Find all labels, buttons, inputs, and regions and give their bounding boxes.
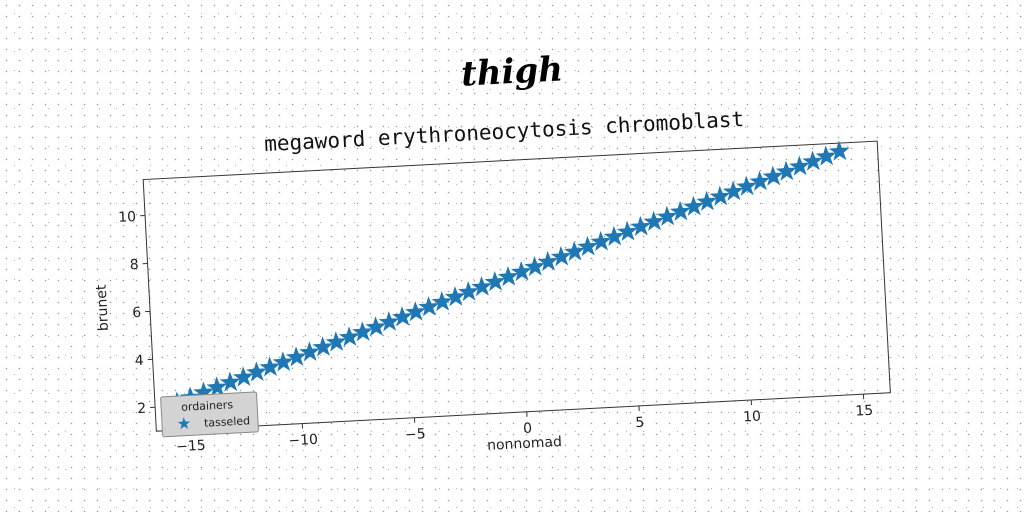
scatter-point	[577, 235, 599, 257]
scatter-point	[391, 306, 413, 327]
scatter-point	[524, 255, 546, 277]
scatter-point	[563, 240, 585, 262]
y-tick-label: 8	[129, 257, 139, 273]
data-series	[166, 140, 850, 412]
scatter-point	[232, 366, 254, 387]
scatter-point	[431, 291, 453, 312]
y-tick-label: 2	[137, 401, 147, 417]
scatter-point	[471, 276, 493, 297]
chart-title: megaword erythroneocytosis chromoblast	[264, 107, 745, 156]
chart-area: megaword erythroneocytosis chromoblast −…	[94, 107, 891, 456]
scatter-point	[749, 170, 771, 191]
scatter-point	[365, 316, 387, 337]
plot-frame	[142, 140, 891, 432]
scatter-point	[815, 145, 837, 166]
scatter-point	[643, 210, 665, 231]
x-tick-label: −15	[176, 438, 206, 456]
scatter-point	[352, 321, 374, 342]
scatter-point	[405, 301, 426, 322]
scatter-point	[616, 220, 638, 242]
legend-star-icon	[177, 417, 191, 430]
scatter-point	[338, 326, 360, 347]
scatter-point	[603, 225, 625, 247]
scatter-point	[458, 281, 479, 302]
scatter-point	[789, 155, 810, 176]
scatter-point	[497, 265, 519, 287]
scatter-point	[630, 215, 652, 237]
scatter-point	[511, 260, 532, 282]
y-axis: 2 4 6 8 10	[118, 209, 156, 417]
scatter-point	[656, 205, 678, 226]
scatter-point	[299, 341, 321, 362]
scatter-point	[802, 150, 824, 171]
scatter-point	[378, 311, 400, 332]
scatter-point	[669, 200, 691, 221]
scatter-point	[219, 371, 241, 392]
scatter-point	[484, 271, 506, 292]
scatter-point	[696, 190, 718, 211]
x-tick-label: 15	[855, 403, 874, 420]
scatter-point	[550, 245, 572, 267]
scatter-point	[246, 361, 268, 382]
scatter-point	[736, 175, 758, 196]
legend-entry-label: tasseled	[204, 414, 251, 429]
scatter-point	[762, 165, 784, 186]
scatter-point	[537, 250, 559, 272]
x-tick-label: 0	[523, 421, 533, 437]
scatter-point	[418, 296, 440, 317]
scatter-point	[206, 376, 228, 397]
legend[interactable]: ordainers tasseled	[160, 391, 259, 438]
scatter-point	[312, 336, 334, 357]
x-tick-label: 5	[635, 415, 645, 431]
x-axis-label: nonnomad	[487, 434, 563, 454]
y-tick-label: 6	[132, 305, 142, 321]
y-tick-label: 10	[118, 209, 137, 226]
x-tick-label: −5	[405, 426, 426, 443]
scatter-point	[709, 185, 731, 206]
scatter-point	[683, 195, 705, 216]
scatter-point	[590, 230, 612, 252]
scatter-point	[722, 180, 744, 201]
y-tick-label: 4	[134, 353, 144, 369]
scatter-point	[444, 286, 466, 307]
scatter-point	[285, 346, 307, 367]
scatter-point	[828, 140, 850, 161]
scatter-point	[272, 351, 294, 372]
y-axis-label: brunet	[94, 284, 112, 332]
scatter-point	[259, 356, 281, 377]
legend-title: ordainers	[181, 398, 234, 414]
x-tick-label: −10	[288, 432, 318, 450]
x-tick-label: 10	[743, 409, 762, 426]
scatter-point	[325, 331, 347, 352]
x-axis: −15 −10 −5 0 5 10 15	[176, 394, 874, 456]
scatter-point	[775, 160, 797, 181]
